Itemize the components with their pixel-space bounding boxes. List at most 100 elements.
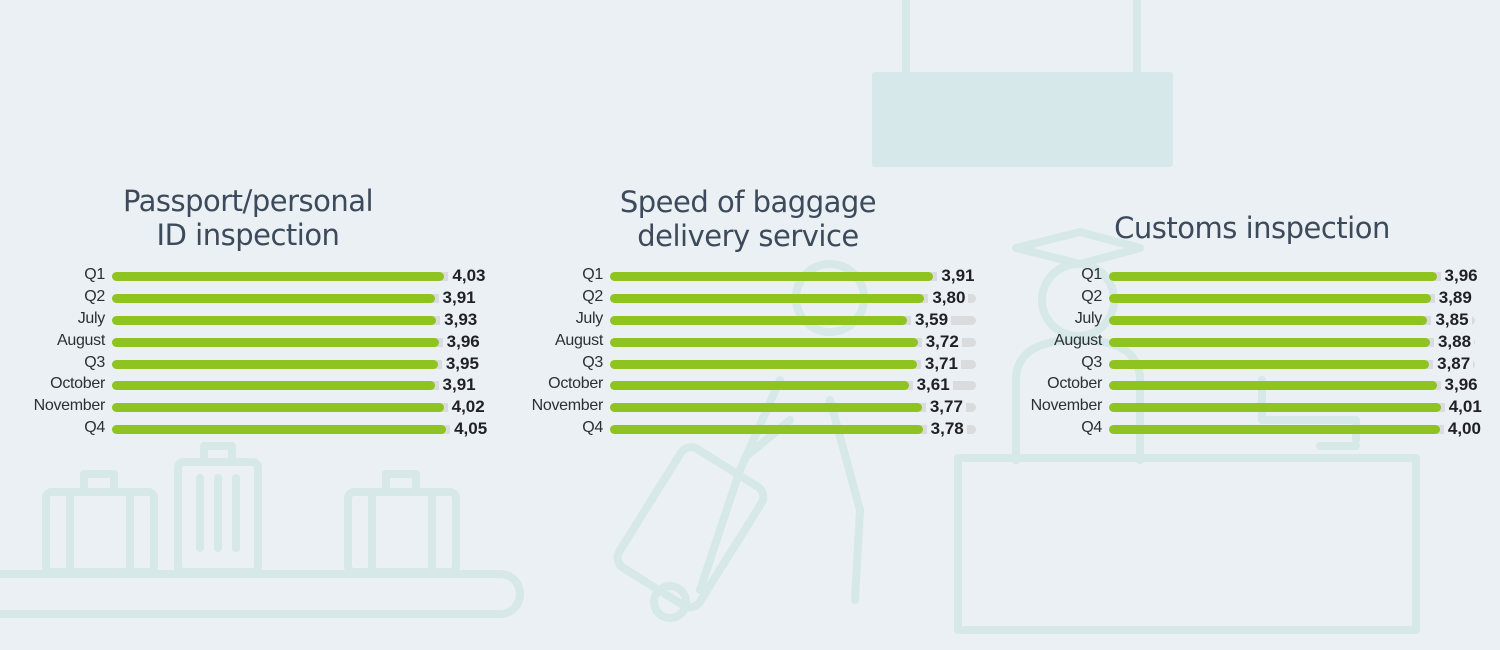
value-label: 3,85	[1431, 308, 1472, 330]
baggage-carousel-icon	[0, 442, 524, 618]
category-label: Q1	[1081, 266, 1102, 283]
value-label: 3,91	[438, 374, 479, 396]
category-label: July	[1074, 309, 1103, 327]
chart-title: Passport/personal ID inspection	[0, 184, 496, 252]
category-label: November	[1030, 397, 1103, 415]
category-label: Q2	[84, 287, 105, 305]
bar-row: July 3,59	[498, 308, 976, 331]
bar-row: August 3,72	[498, 330, 976, 353]
category-label: November	[33, 397, 106, 415]
bar	[610, 337, 918, 347]
bar-row: Q2 3,91	[0, 286, 479, 309]
value-label: 3,89	[1434, 286, 1475, 308]
bar-row: Q1 3,96	[997, 265, 1481, 287]
bar	[112, 381, 435, 391]
bar-rows: Q1 3,91 Q2 3,80 July 3,59 August 3,72 Q3 3,71 Octo…	[498, 265, 978, 440]
bar-row: July 3,85	[997, 308, 1475, 331]
value-label: 3,88	[1433, 330, 1475, 352]
bar	[112, 293, 435, 303]
bar	[610, 293, 925, 303]
value-label: 3,72	[921, 330, 962, 352]
bar-row: October 3,61	[498, 374, 976, 396]
bar-row: Q4 4,05	[0, 418, 491, 440]
category-label: Q4	[582, 419, 603, 437]
bar-row: July 3,93	[0, 308, 481, 331]
bar	[1109, 293, 1431, 303]
bar	[610, 272, 934, 281]
category-label: Q4	[84, 419, 105, 437]
value-label: 4,00	[1443, 418, 1484, 440]
chart-title-line-1: Passport/personal	[122, 184, 374, 218]
bar	[1109, 272, 1437, 281]
bar-row: November 4,01	[997, 396, 1485, 418]
bar-row: Q1 3,91	[498, 265, 978, 287]
chart-passport-inspection: Passport/personal ID inspection Q1 4,03 Q2…	[0, 0, 500, 650]
bar-row: Q3 3,95	[0, 352, 482, 375]
chart-title-line-2: delivery service	[637, 219, 859, 253]
value-label: 3,95	[441, 352, 482, 374]
category-label: Q1	[84, 266, 105, 283]
value-label: 4,05	[450, 418, 491, 440]
hanging-sign-board	[872, 72, 1173, 167]
value-label: 3,96	[1440, 374, 1481, 396]
bar	[610, 359, 917, 369]
bar	[112, 337, 439, 347]
bar	[1109, 425, 1440, 435]
value-label: 4,02	[447, 396, 488, 418]
bar-rows: Q1 3,96 Q2 3,89 July 3,85 August 3,88 Q3 3,87 Octo…	[997, 265, 1485, 440]
bar-rows: Q1 4,03 Q2 3,91 July 3,93 August 3,96 Q3 3,95 Octo…	[0, 265, 491, 440]
category-label: October	[548, 375, 603, 393]
value-label: 3,61	[912, 374, 953, 396]
category-label: November	[531, 397, 604, 415]
category-label: Q2	[1081, 287, 1102, 305]
chart-baggage-speed: Speed of baggage delivery service Q1 3,91…	[498, 0, 998, 650]
category-label: Q3	[1081, 353, 1102, 371]
bar	[112, 315, 437, 325]
value-label: 3,87	[1433, 352, 1474, 374]
value-label: 3,96	[1440, 265, 1481, 286]
category-label: July	[575, 309, 604, 327]
bar	[610, 381, 909, 391]
value-label: 4,03	[448, 265, 489, 286]
bar	[610, 403, 922, 413]
category-label: October	[1047, 375, 1102, 393]
bar-row: Q3 3,71	[498, 352, 976, 375]
bar-row: October 3,91	[0, 374, 479, 396]
chart-title-line-1: Customs inspection	[1114, 211, 1390, 245]
chart-title-line-2: ID inspection	[156, 218, 340, 252]
bar-row: November 3,77	[498, 396, 976, 418]
bar-row: Q4 4,00	[997, 418, 1484, 440]
bar	[610, 425, 923, 435]
bar-row: November 4,02	[0, 396, 488, 418]
bar	[1109, 359, 1430, 369]
bar-row: August 3,96	[0, 330, 483, 353]
value-label: 3,77	[925, 396, 966, 418]
bar-row: Q2 3,80	[498, 286, 976, 309]
bar-row: August 3,88	[997, 330, 1475, 353]
bar-row: Q2 3,89	[997, 286, 1475, 309]
bar	[1109, 381, 1437, 391]
category-label: July	[77, 309, 106, 327]
bar	[1109, 403, 1441, 413]
chart-customs-inspection: Customs inspection Q1 3,96 Q2 3,89 July 3,85 A…	[997, 0, 1497, 650]
bar	[112, 359, 438, 369]
category-label: Q2	[582, 287, 603, 305]
category-label: August	[1053, 331, 1102, 349]
value-label: 3,96	[442, 330, 483, 352]
value-label: 3,78	[926, 418, 967, 440]
category-label: August	[56, 331, 105, 349]
bar	[1109, 337, 1430, 347]
category-label: Q4	[1081, 419, 1102, 437]
value-label: 3,91	[937, 265, 978, 286]
chart-title: Speed of baggage delivery service	[498, 185, 998, 253]
bar-row: Q4 3,78	[498, 418, 976, 440]
value-label: 4,01	[1444, 396, 1485, 418]
bar	[112, 272, 445, 281]
bar	[112, 403, 444, 413]
chart-title: Customs inspection	[997, 211, 1500, 245]
bar-row: Q3 3,87	[997, 352, 1475, 375]
bar	[610, 315, 907, 325]
bar	[1109, 315, 1428, 325]
bar	[112, 425, 447, 435]
